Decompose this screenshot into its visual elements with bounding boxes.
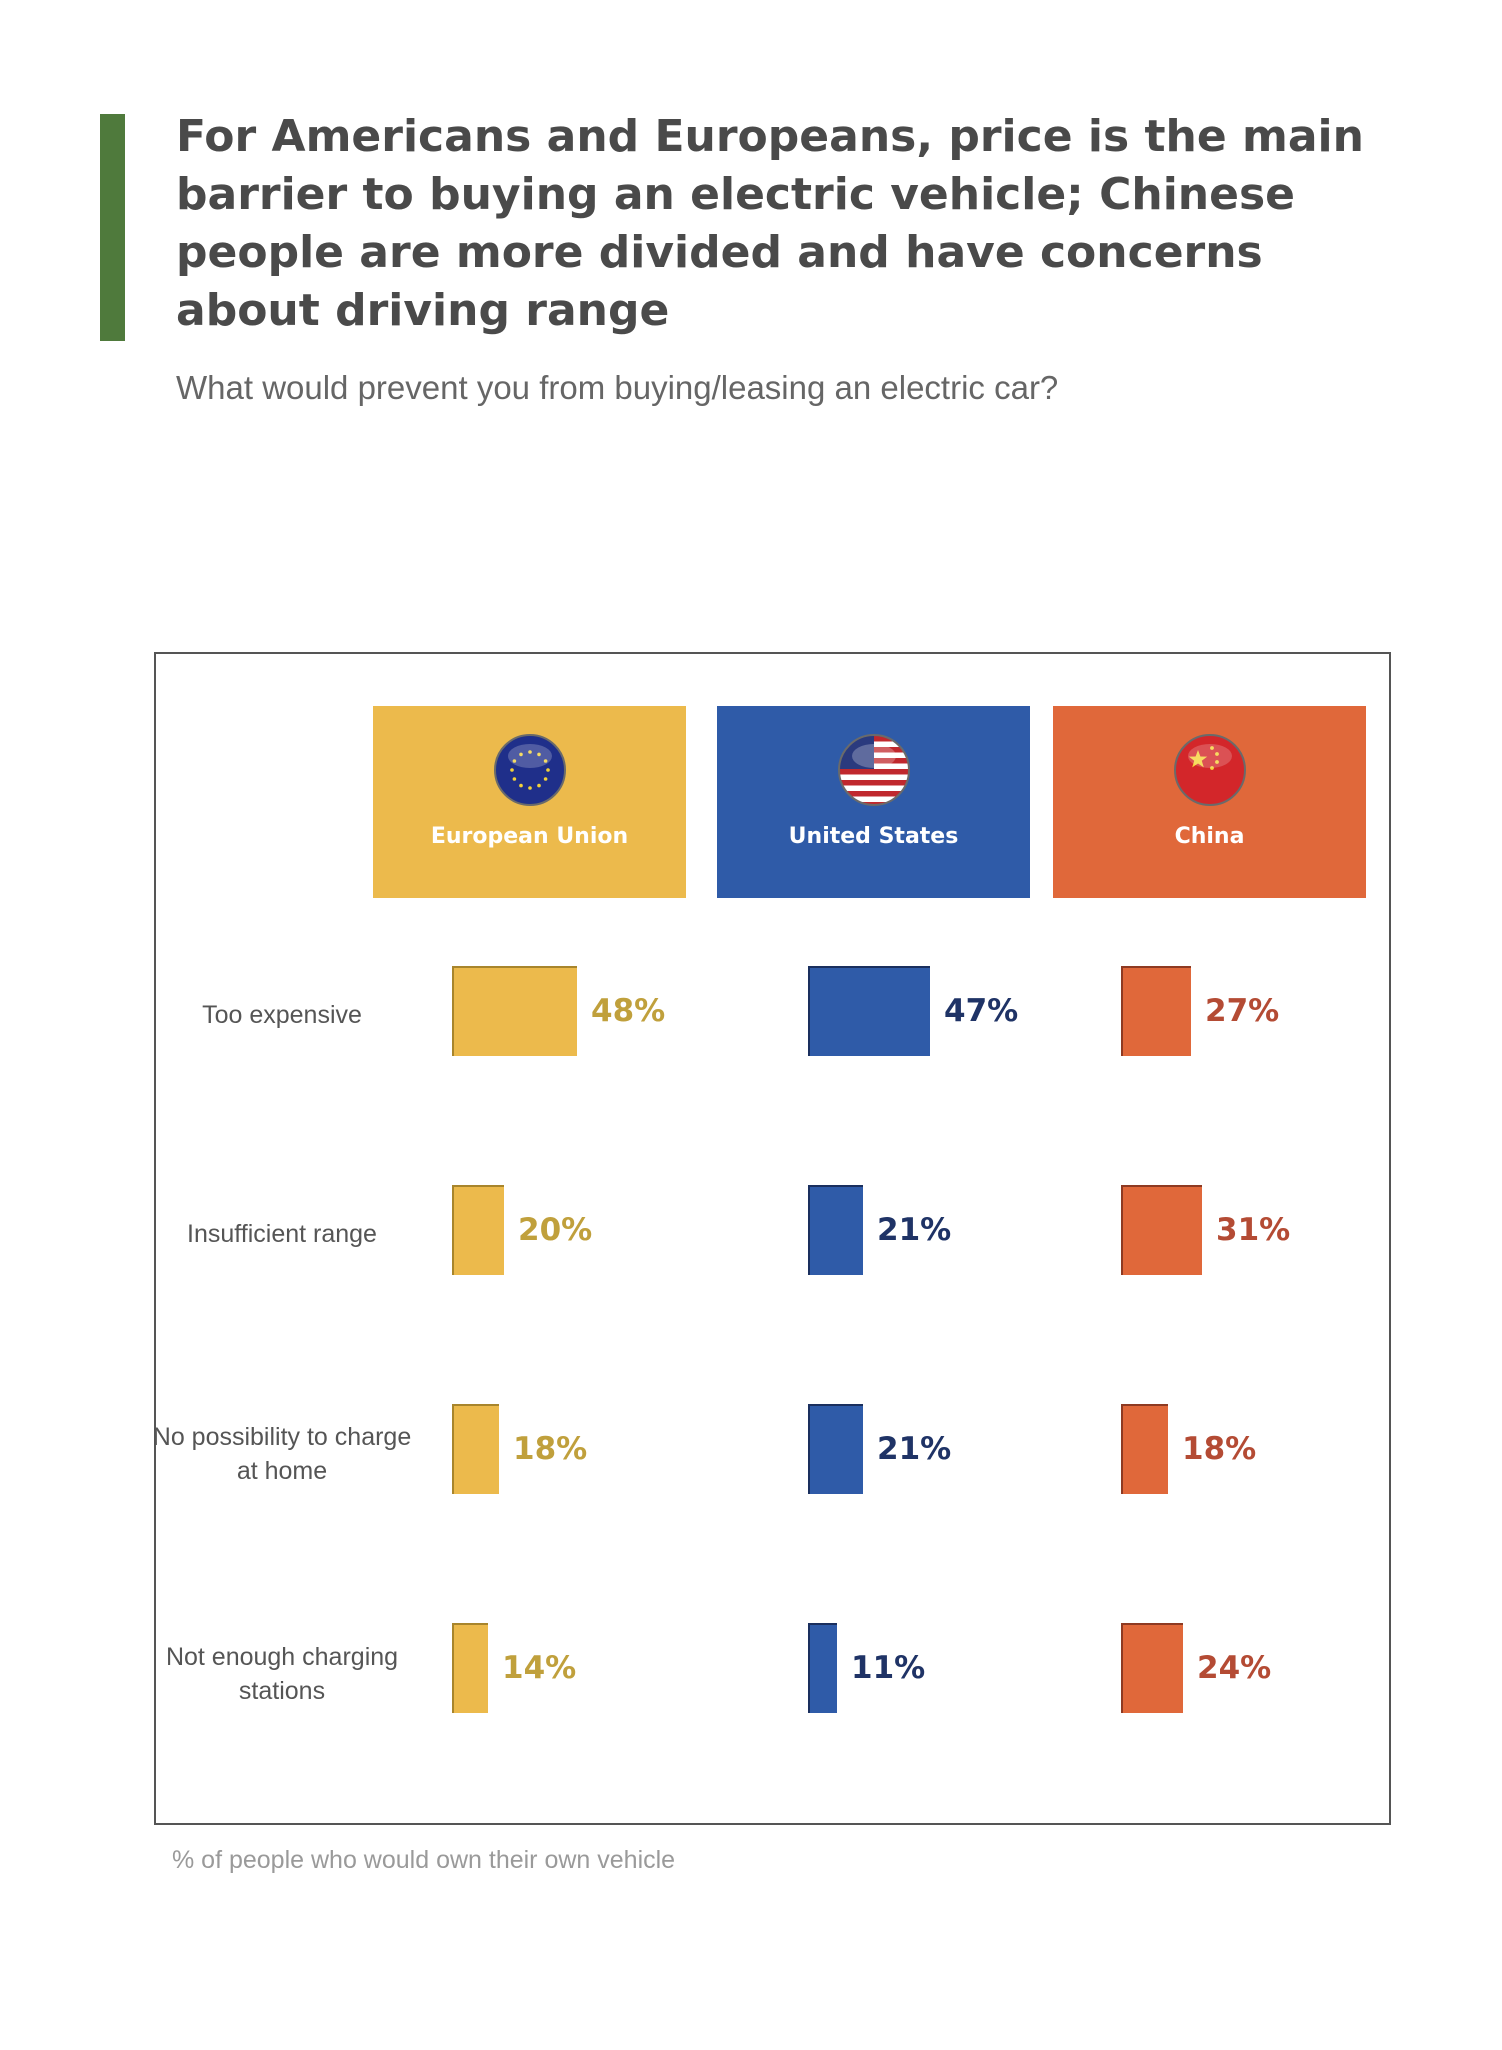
bar-china-insufficient-range xyxy=(1121,1185,1202,1275)
chart-frame xyxy=(154,652,1391,1825)
us-flag-icon xyxy=(838,734,910,806)
value-label-united-states-not-enough-charging-stations: 11% xyxy=(851,1650,926,1686)
value-label-china-insufficient-range: 31% xyxy=(1216,1212,1291,1248)
eu-flag-icon xyxy=(494,734,566,806)
category-label-too-expensive: Too expensive xyxy=(202,1001,362,1029)
header-united-states: United States xyxy=(717,706,1030,898)
region-name: European Union xyxy=(430,824,629,849)
value-label-european-union-not-enough-charging-stations: 14% xyxy=(502,1650,577,1686)
bar-united-states-no-possibility-to-charge-at-home xyxy=(808,1404,863,1494)
title-accent-bar xyxy=(100,114,125,341)
bar-china-no-possibility-to-charge-at-home xyxy=(1121,1404,1168,1494)
category-label-insufficient-range: Insufficient range xyxy=(187,1220,377,1248)
bar-european-union-too-expensive xyxy=(452,966,577,1056)
header-european-union: European Union xyxy=(373,706,686,898)
header-china: China xyxy=(1053,706,1366,898)
chart-footnote: % of people who would own their own vehi… xyxy=(172,1846,676,1874)
value-label-united-states-too-expensive: 47% xyxy=(944,993,1019,1029)
china-flag-icon xyxy=(1174,734,1246,806)
bar-european-union-no-possibility-to-charge-at-home xyxy=(452,1404,499,1494)
value-label-united-states-no-possibility-to-charge-at-home: 21% xyxy=(877,1431,952,1467)
bar-united-states-too-expensive xyxy=(808,966,930,1056)
region-name: China xyxy=(1174,824,1245,849)
bar-united-states-not-enough-charging-stations xyxy=(808,1623,837,1713)
value-label-china-no-possibility-to-charge-at-home: 18% xyxy=(1182,1431,1257,1467)
bar-united-states-insufficient-range xyxy=(808,1185,863,1275)
value-label-european-union-too-expensive: 48% xyxy=(591,993,666,1029)
category-label-charge-at-home: No possibility to charge at home xyxy=(152,1423,412,1485)
value-label-china-too-expensive: 27% xyxy=(1205,993,1280,1029)
chart-subtitle: What would prevent you from buying/leasi… xyxy=(176,369,1059,406)
category-label-charging-stations: Not enough charging stations xyxy=(165,1643,399,1705)
region-name: United States xyxy=(788,824,959,849)
bar-european-union-insufficient-range xyxy=(452,1185,504,1275)
value-label-european-union-insufficient-range: 20% xyxy=(518,1212,593,1248)
bar-china-not-enough-charging-stations xyxy=(1121,1623,1183,1713)
value-label-china-not-enough-charging-stations: 24% xyxy=(1197,1650,1272,1686)
bar-china-too-expensive xyxy=(1121,966,1191,1056)
chart-title: For Americans and Europeans, price is th… xyxy=(176,111,1364,336)
bar-european-union-not-enough-charging-stations xyxy=(452,1623,488,1713)
value-label-united-states-insufficient-range: 21% xyxy=(877,1212,952,1248)
value-label-european-union-no-possibility-to-charge-at-home: 18% xyxy=(513,1431,588,1467)
